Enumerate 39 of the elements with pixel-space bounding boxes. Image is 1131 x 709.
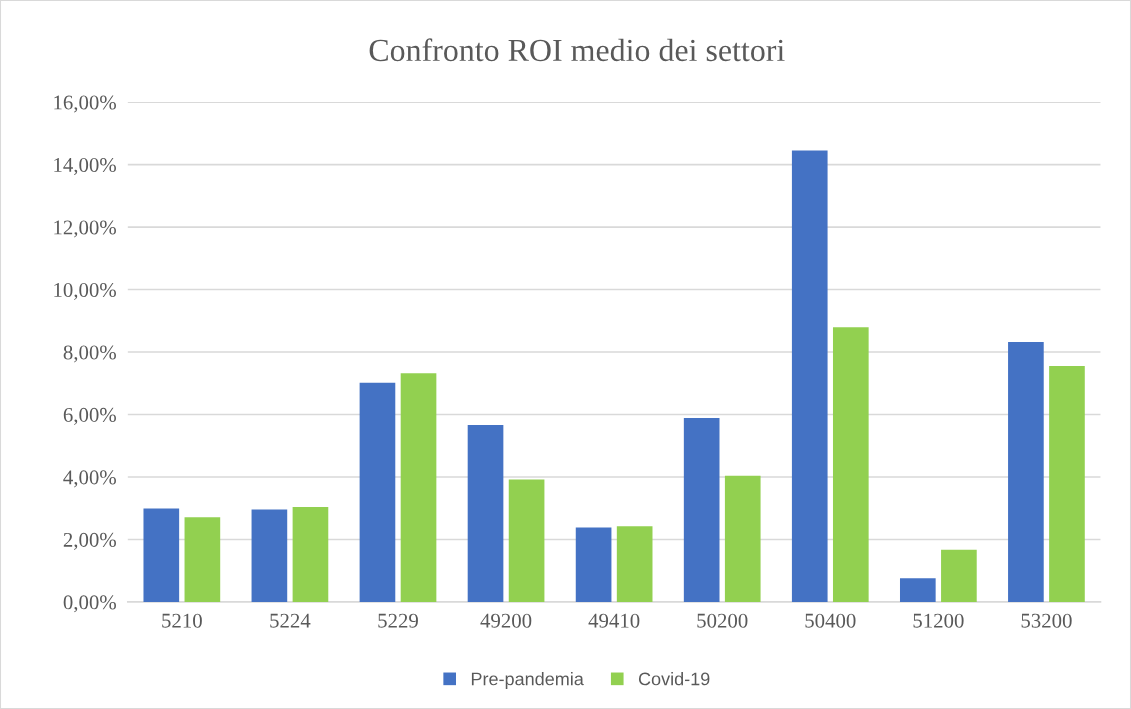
bar [575,527,612,602]
legend-label: Covid-19 [638,672,710,686]
bar [292,506,329,602]
bar [899,578,936,602]
chart-title: Confronto ROI medio dei settori [369,38,785,62]
x-tick-label: 51200 [913,613,964,628]
x-tick-label: 53200 [1021,613,1072,628]
bar [400,373,437,602]
y-tick-label: 4,00% [63,470,116,488]
bar [683,417,720,602]
y-tick-label: 6,00% [63,407,116,425]
y-tick-label: 10,00% [54,282,116,300]
y-tick-label: 12,00% [54,220,116,238]
bar [467,425,504,602]
x-tick-label: 5229 [378,613,418,628]
y-tick-label: 16,00% [54,95,116,113]
bar [1049,366,1085,602]
bar [832,327,869,602]
bar [184,517,221,602]
bar [941,549,977,602]
y-tick-label: 14,00% [54,157,116,176]
bar [508,479,545,602]
x-tick-label: 50200 [697,613,748,628]
bar [616,526,653,602]
y-tick-label: 0,00% [63,595,116,613]
legend-label: Pre-pandemia [471,672,584,689]
y-tick-label: 8,00% [63,345,116,363]
y-tick-label: 2,00% [63,532,116,550]
bar [251,509,288,602]
bar [143,508,180,602]
bar [724,475,761,602]
x-tick-label: 5210 [162,613,202,628]
bar [791,150,828,602]
x-tick-label: 5224 [270,613,311,628]
x-tick-label: 49410 [588,613,640,628]
x-tick-label: 50400 [805,613,856,628]
bar [359,382,396,602]
bar [1008,342,1044,602]
x-tick-label: 49200 [480,613,532,628]
